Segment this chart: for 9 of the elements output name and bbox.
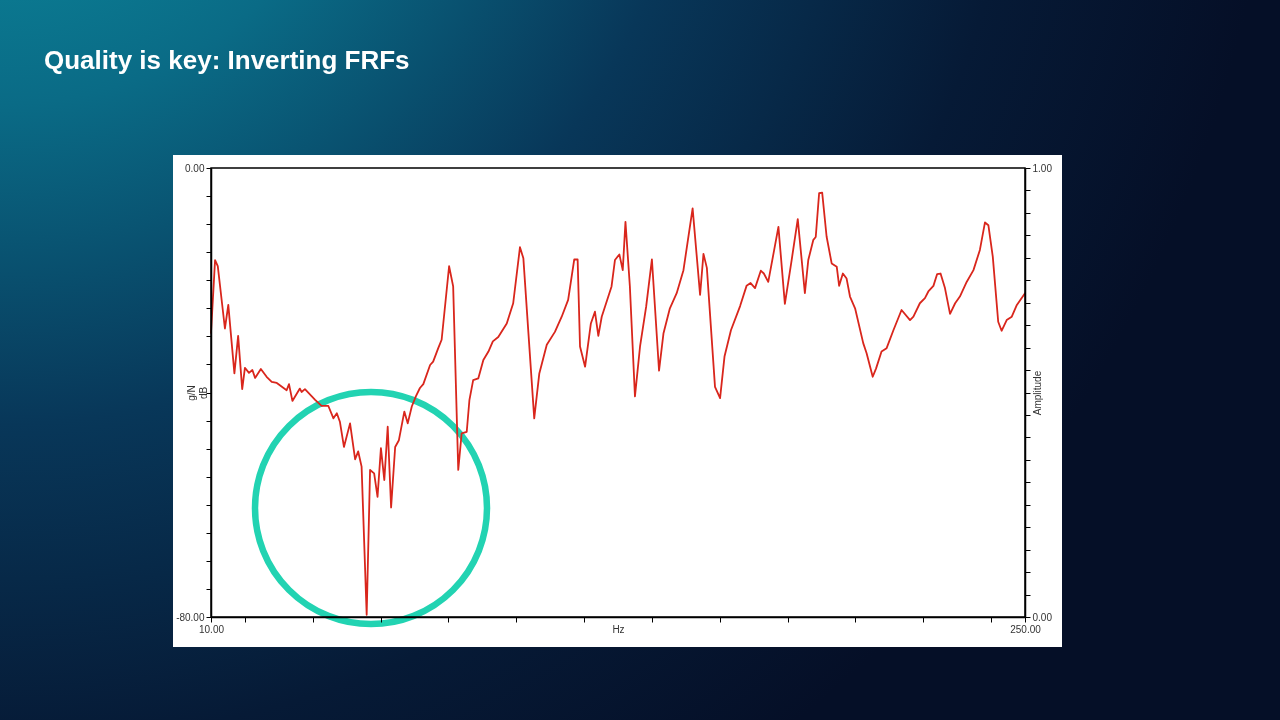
x-axis-title: Hz (612, 623, 625, 635)
chart-title: Quality is key: Inverting FRFs (44, 45, 410, 75)
y-axis-title: g/N dB (185, 385, 209, 401)
y-tick-label: -80.00 (176, 611, 205, 623)
y2-tick-label: 0.00 (1032, 611, 1053, 623)
x-tick-label: 250.00 (1010, 623, 1042, 635)
y2-tick-label: 1.00 (1032, 162, 1053, 174)
y2-axis-title: Amplitude (1031, 370, 1043, 416)
x-tick-label: 10.00 (198, 623, 225, 635)
